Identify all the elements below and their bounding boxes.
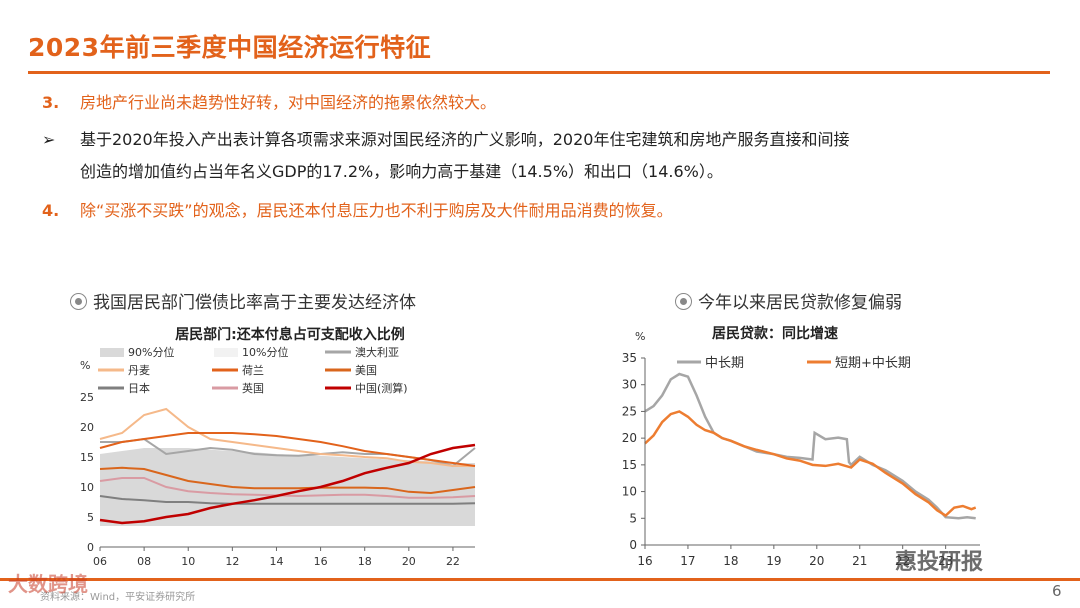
arrow-bullet-icon: ➢ [42,130,56,149]
target-icon [675,293,692,310]
footer-divider [0,578,1080,581]
y-tick-label: 5 [87,511,94,524]
x-tick-label: 21 [852,554,867,568]
chart2-title: 居民贷款：同比增速 [712,325,838,342]
y-tick-label: 10 [80,481,94,494]
bullet-line-1: 基于2020年投入产出表计算各项需求来源对国民经济的广义影响，2020年住宅建筑… [80,130,850,149]
y-tick-label: 25 [80,391,94,404]
x-tick-label: 10 [181,555,195,568]
legend-label: 10%分位 [242,345,288,359]
y-tick-label: 20 [80,421,94,434]
x-tick-label: 23 [938,554,953,568]
page-title: 2023年前三季度中国经济运行特征 [28,33,432,62]
x-tick-label: 19 [766,554,781,568]
series-line-3 [99,466,476,495]
y-tick-label: 5 [629,511,637,525]
point-3-number: 3. [42,93,60,112]
y-tick-label: 15 [80,451,94,464]
legend-swatch [100,348,124,357]
watermark-left: 大数跨境 [8,572,88,596]
series-line-5 [99,477,476,499]
watermark-right: 惠投研报 [895,550,984,575]
x-tick-label: 20 [809,554,824,568]
page-number: 6 [1052,582,1062,600]
y-tick-label: 0 [87,541,94,554]
y-tick-label: 35 [622,351,637,365]
band-area [100,448,475,526]
series-line-0 [644,372,976,520]
y-tick-label: 25 [622,404,637,418]
point-4-text: 除“买涨不买跌”的观念，居民还本付息压力也不利于购房及大件耐用品消费的恢复。 [80,201,673,220]
series-line-6 [99,443,476,525]
y-tick-label: 15 [622,458,637,472]
x-tick-label: 20 [402,555,416,568]
x-tick-label: 18 [723,554,738,568]
series-line-4 [99,495,476,505]
x-tick-label: 12 [225,555,239,568]
chart1-title: 居民部门:还本付息占可支配收入比例 [175,326,405,343]
x-tick-label: 14 [269,555,283,568]
x-tick-label: 22 [446,555,460,568]
legend-swatch [214,348,238,357]
chart2-y-unit: % [635,330,645,343]
legend-label: 短期+中长期 [835,356,911,371]
chart1-y-unit: % [80,359,90,372]
legend-label: 90%分位 [128,345,174,359]
x-tick-label: 16 [637,554,652,568]
series-line-2 [99,432,476,467]
x-tick-label: 16 [314,555,328,568]
x-tick-label: 22 [895,554,910,568]
chart2-caption: 今年以来居民贷款修复偏弱 [675,288,902,313]
point-3-text: 房地产行业尚未趋势性好转，对中国经济的拖累依然较大。 [80,93,497,112]
footer-source: 资料来源：Wind，平安证券研究所 [40,592,196,603]
legend-label: 中国(测算) [355,381,408,395]
y-tick-label: 0 [629,538,637,552]
point-4-number: 4. [42,201,60,220]
legend-label: 中长期 [705,356,744,371]
y-tick-label: 10 [622,485,637,499]
legend-label: 荷兰 [242,364,264,377]
y-tick-label: 30 [622,378,637,392]
title-divider [28,71,1050,74]
target-icon [70,293,87,310]
legend-label: 日本 [128,381,150,395]
x-tick-label: 06 [93,555,107,568]
legend-label: 澳大利亚 [355,345,399,359]
chart1-caption-text: 我国居民部门偿债比率高于主要发达经济体 [93,293,416,313]
bullet-line-2: 创造的增加值约占当年名义GDP的17.2%，影响力高于基建（14.5%）和出口（… [80,162,723,181]
x-tick-label: 08 [137,555,151,568]
x-tick-label: 18 [358,555,372,568]
chart2-caption-text: 今年以来居民贷款修复偏弱 [698,293,902,313]
legend-label: 美国 [355,364,377,377]
chart1-caption: 我国居民部门偿债比率高于主要发达经济体 [70,288,416,313]
chart2: % 居民贷款：同比增速 中长期 短期+中长期 0 5 10 15 20 25 30 35 16 17… [622,325,980,568]
series-line-1 [644,410,977,518]
y-tick-label: 20 [622,431,637,445]
legend-label: 英国 [242,381,264,395]
x-tick-label: 17 [680,554,695,568]
legend-label: 丹麦 [128,364,150,377]
